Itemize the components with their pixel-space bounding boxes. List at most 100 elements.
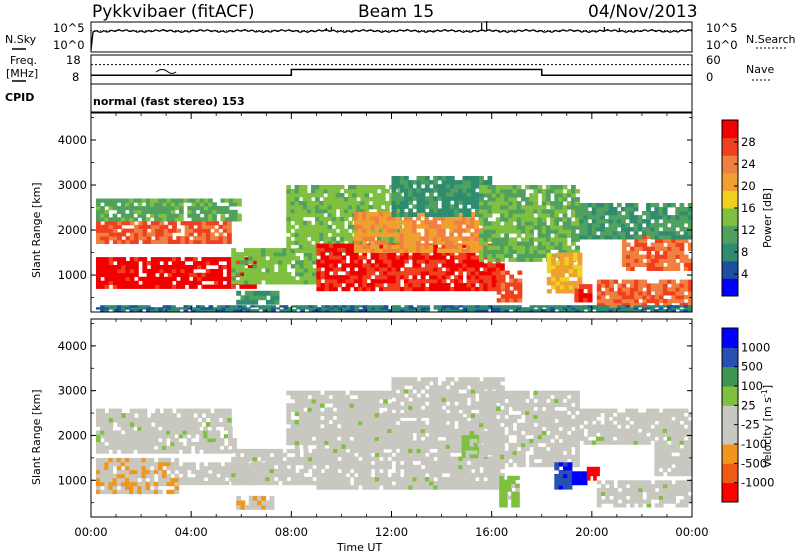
heatmap-cell bbox=[158, 477, 163, 483]
heatmap-cell bbox=[625, 223, 630, 228]
heatmap-cell bbox=[608, 207, 614, 212]
heatmap-cell bbox=[470, 275, 476, 280]
heatmap-cell bbox=[129, 481, 134, 487]
heatmap-cell bbox=[104, 213, 109, 218]
heatmap-cell bbox=[104, 272, 110, 278]
heatmap-cell bbox=[228, 213, 234, 218]
heatmap-cell bbox=[675, 223, 681, 228]
heatmap-cell bbox=[142, 224, 148, 229]
heatmap-cell bbox=[370, 283, 376, 288]
heatmap-cell bbox=[521, 307, 526, 310]
heatmap-cell bbox=[235, 264, 241, 269]
heatmap-cell bbox=[278, 268, 283, 273]
heatmap-cell bbox=[129, 228, 135, 233]
heatmap-cell bbox=[416, 464, 422, 470]
heatmap-cell bbox=[108, 477, 114, 483]
heatmap-cell bbox=[171, 265, 177, 270]
heatmap-cell bbox=[491, 309, 497, 312]
heatmap-cell bbox=[193, 276, 198, 282]
heatmap-cell bbox=[324, 424, 329, 429]
heatmap-cell bbox=[500, 205, 505, 210]
heatmap-cell bbox=[166, 217, 172, 222]
heatmap-cell bbox=[663, 250, 668, 255]
heatmap-cell bbox=[358, 212, 363, 217]
heatmap-cell bbox=[352, 200, 357, 206]
heatmap-cell bbox=[545, 233, 551, 238]
heatmap-cell bbox=[420, 452, 426, 458]
heatmap-cell bbox=[387, 248, 392, 253]
heatmap-cell bbox=[542, 309, 547, 312]
heatmap-cell bbox=[541, 253, 547, 258]
heatmap-cell bbox=[491, 275, 497, 280]
heatmap-cell bbox=[462, 188, 468, 193]
heatmap-cell bbox=[504, 253, 509, 258]
heatmap-cell bbox=[449, 232, 454, 237]
heatmap-cell bbox=[171, 257, 177, 262]
nsky-trace bbox=[90, 28, 693, 51]
heatmap-cell bbox=[395, 224, 401, 229]
heatmap-cell bbox=[512, 217, 518, 222]
heatmap-cell bbox=[349, 440, 355, 446]
heatmap-cell bbox=[537, 309, 543, 312]
heatmap-cell bbox=[537, 213, 543, 218]
heatmap-cell bbox=[470, 236, 475, 241]
heatmap-cell bbox=[487, 201, 493, 206]
heatmap-cell bbox=[416, 448, 422, 453]
heatmap-cell bbox=[604, 203, 610, 208]
heatmap-cell bbox=[433, 444, 438, 449]
heatmap-cell bbox=[416, 244, 421, 249]
heatmap-cell bbox=[416, 444, 422, 449]
heatmap-cell bbox=[404, 196, 409, 201]
heatmap-cell bbox=[96, 257, 101, 262]
heatmap-cell bbox=[356, 200, 361, 206]
heatmap-cell bbox=[687, 266, 693, 271]
heatmap-cell bbox=[306, 232, 312, 238]
heatmap-cell bbox=[339, 228, 345, 234]
heatmap-cell bbox=[129, 422, 135, 427]
heatmap-cell bbox=[525, 217, 530, 222]
heatmap-cell bbox=[383, 267, 388, 272]
heatmap-cell bbox=[638, 262, 644, 267]
heatmap-cell bbox=[642, 238, 648, 243]
heatmap-cell bbox=[205, 224, 211, 229]
heatmap-cell bbox=[374, 212, 380, 217]
heatmap-cell bbox=[458, 481, 464, 486]
heatmap-cell bbox=[129, 430, 134, 435]
heatmap-cell bbox=[512, 229, 518, 234]
heatmap-cell bbox=[495, 249, 501, 254]
heatmap-cell bbox=[239, 460, 245, 466]
heatmap-cell bbox=[244, 280, 249, 285]
heatmap-cell bbox=[231, 268, 237, 273]
heatmap-cell bbox=[453, 220, 459, 225]
heatmap-cell bbox=[366, 271, 372, 276]
heatmap-cell bbox=[134, 417, 139, 423]
heatmap-cell bbox=[658, 291, 664, 296]
heatmap-cell bbox=[362, 232, 367, 237]
heatmap-cell bbox=[307, 260, 313, 265]
heatmap-cell bbox=[358, 244, 363, 249]
heatmap-cell bbox=[149, 430, 155, 435]
heatmap-cell bbox=[650, 295, 656, 300]
heatmap-cell bbox=[328, 267, 334, 272]
heatmap-cell bbox=[416, 196, 422, 201]
heatmap-cell bbox=[265, 456, 271, 462]
heatmap-cell bbox=[571, 185, 576, 190]
heatmap-cell bbox=[654, 207, 660, 212]
heatmap-cell bbox=[290, 189, 296, 194]
heatmap-cell bbox=[125, 261, 131, 266]
heatmap-cell bbox=[133, 217, 139, 222]
heatmap-cell bbox=[100, 473, 105, 479]
heatmap-cell bbox=[625, 291, 631, 296]
heatmap-cell bbox=[226, 265, 232, 270]
heatmap-cell bbox=[183, 307, 189, 310]
heatmap-cell bbox=[520, 237, 526, 242]
heatmap-cell bbox=[441, 305, 447, 308]
heatmap-cell bbox=[231, 480, 237, 486]
heatmap-cell bbox=[637, 227, 643, 232]
heatmap-cell bbox=[529, 201, 534, 206]
heatmap-cell bbox=[470, 232, 475, 237]
heatmap-cell bbox=[596, 215, 601, 220]
heatmap-cell bbox=[179, 307, 185, 310]
heatmap-cell bbox=[429, 464, 434, 470]
heatmap-cell bbox=[349, 275, 355, 280]
